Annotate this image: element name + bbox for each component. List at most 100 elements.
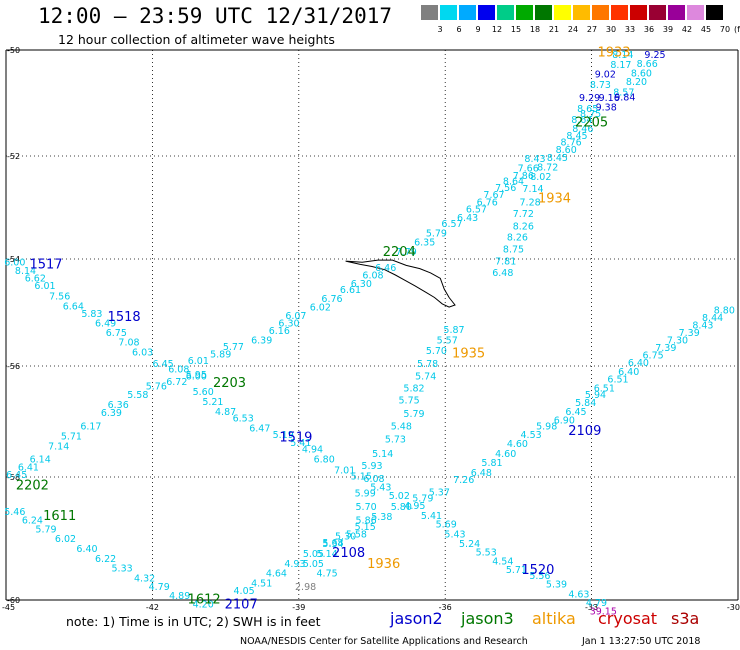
swh-value: 6.49: [95, 318, 116, 329]
y-tick-label: -56: [7, 362, 20, 371]
swh-value: 5.75: [399, 396, 420, 407]
axis-ticks: -45 -42 -39 -36 -33 -30 -50 -52 -54 -56 -58 -60: [2, 46, 740, 612]
swh-value: 5.53: [476, 548, 497, 559]
swh-value: 8.43: [692, 321, 713, 332]
swh-value: 5.74: [415, 371, 436, 382]
swh-value: 7.86: [513, 171, 534, 182]
x-tick-label: -42: [146, 603, 159, 612]
swh-value: 6.16: [269, 326, 290, 337]
swh-value: 6.75: [643, 351, 664, 362]
pass-id-label: 1936: [367, 557, 400, 572]
swh-value: 6.46: [375, 263, 396, 274]
swh-value: 6.22: [95, 554, 116, 565]
swh-value: 5.19: [273, 430, 294, 441]
satellite-jason3-label: jason3: [461, 609, 514, 628]
swh-value: 4.64: [266, 569, 287, 580]
swh-value: 9.25: [644, 50, 665, 61]
swh-value: 6.48: [492, 268, 513, 279]
swh-value: 5.87: [443, 325, 464, 336]
colorbar-label: 3: [437, 25, 443, 34]
swh-value: 8.64: [503, 176, 524, 187]
swh-value: 6.64: [63, 301, 84, 312]
satellite-cryosat-label: cryosat: [598, 609, 658, 628]
swh-value: 7.66: [518, 163, 539, 174]
swh-value: 4.54: [492, 556, 513, 567]
y-tick-label: -58: [7, 473, 20, 482]
swh-value: 5.89: [210, 349, 231, 360]
swh-value: 8.75: [580, 109, 601, 120]
pass-id-label: 1933: [597, 45, 630, 60]
swh-value: 4.79: [149, 582, 170, 593]
swh-value: 7.56: [49, 292, 70, 303]
swh-value: 6.01: [34, 281, 55, 292]
swh-value: 5.43: [444, 529, 465, 540]
swh-value: 6.40: [76, 544, 97, 555]
swh-value: 6.08: [168, 365, 189, 376]
swh-value: 6.48: [471, 468, 492, 479]
colorbar-label: 45: [700, 25, 712, 34]
swh-value: 5.33: [112, 564, 133, 575]
swh-value: 5.73: [385, 435, 406, 446]
swh-value: 9.02: [595, 70, 616, 81]
swh-value: 8.26: [513, 222, 534, 233]
colorbar-label: 27: [586, 25, 598, 34]
swh-value: 9.16: [599, 93, 620, 104]
colorbar-cell: [421, 5, 438, 20]
swh-value: 6.62: [25, 274, 46, 285]
colorbar-cell: [687, 5, 704, 20]
colorbar-label: 39: [662, 25, 674, 34]
swh-value: 5.14: [372, 449, 393, 460]
colorbar-cell: [535, 5, 552, 20]
swh-value: 8.60: [631, 69, 652, 80]
swh-value: 6.45: [6, 470, 27, 481]
map-title: 12:00 – 23:59 UTC 12/31/2017: [38, 4, 393, 28]
swh-value: 4.94: [302, 445, 323, 456]
swh-value: 8.60: [556, 145, 577, 156]
swh-value: 6.76: [321, 294, 342, 305]
pass-id-label: 2204: [383, 245, 416, 260]
swh-value: 5.56: [529, 571, 550, 582]
y-tick-label: -54: [7, 255, 20, 264]
colorbar-cell: [573, 5, 590, 20]
pass-id-label: 2109: [568, 424, 601, 439]
swh-value: 5.81: [481, 458, 502, 469]
swh-value: 8.43: [524, 154, 545, 165]
swh-value: 5.83: [81, 309, 102, 320]
swh-value: 8.65: [577, 104, 598, 115]
swh-value: 8.66: [637, 59, 658, 70]
swh-value: 7.56: [495, 183, 516, 194]
swh-value: 5.46: [4, 507, 25, 518]
swh-value: 5.21: [202, 397, 223, 408]
swh-value: 6.40: [618, 367, 639, 378]
swh-value: 5.79: [412, 494, 433, 505]
swh-value: 7.39: [679, 328, 700, 339]
swh-value: 8.75: [503, 244, 524, 255]
swh-value: 8.14: [612, 50, 633, 61]
swh-value: 5.15: [351, 472, 372, 483]
swh-value: 9.84: [614, 92, 635, 103]
island-outline: [345, 259, 456, 308]
x-tick-label: -45: [2, 603, 15, 612]
swh-value: 6.76: [477, 197, 498, 208]
swh-value: 5.41: [290, 438, 311, 449]
pass-id-label: 2203: [213, 376, 246, 391]
lat-lon-grid: [5, 49, 739, 601]
map-subtitle: 12 hour collection of altimeter wave hei…: [58, 32, 335, 47]
swh-value: 7.01: [334, 466, 355, 477]
swh-value: 8.64: [571, 115, 592, 126]
colorbar-label: 42: [681, 25, 693, 34]
swh-value: 8.76: [561, 137, 582, 148]
swh-value: 7.67: [483, 190, 504, 201]
swh-value: 6.08: [362, 270, 383, 281]
swh-value: 6.75: [106, 328, 127, 339]
swh-value: 5.71: [506, 565, 527, 576]
colorbar-label: 6: [456, 25, 462, 34]
swh-value: 8.14: [15, 266, 36, 277]
swh-value: 6.03: [132, 347, 153, 358]
swh-value: 5.84: [575, 398, 596, 409]
swh-value: 7.26: [453, 475, 474, 486]
satellite-altika-label: altika: [532, 609, 576, 628]
swh-value: 39.15: [590, 607, 617, 618]
swh-value: 6.02: [310, 302, 331, 313]
